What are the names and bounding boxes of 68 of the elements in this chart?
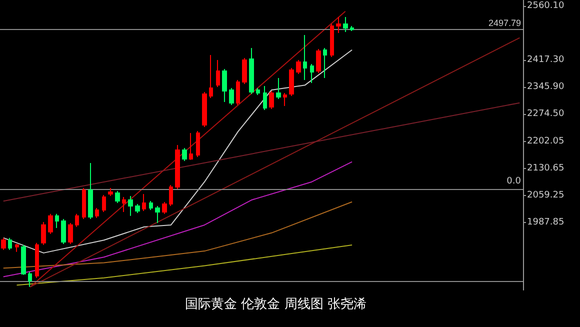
text: 国际黄金 伦敦金 周线图 张尧浠 (185, 297, 366, 312)
line-series (2, 161, 353, 278)
candlestick (323, 48, 327, 78)
candlestick (182, 147, 187, 162)
line-series (2, 201, 353, 269)
candlestick (202, 91, 207, 128)
y-tick-label: 2202.05 (527, 136, 564, 146)
candlestick (61, 218, 66, 244)
candlestick (8, 237, 12, 250)
candlestick (303, 34, 307, 81)
candlestick (310, 63, 314, 84)
y-tick-label: 2274.50 (527, 108, 564, 119)
candlestick (128, 195, 133, 216)
candlestick (82, 187, 86, 220)
candlestick (88, 162, 93, 220)
candlestick (236, 80, 240, 106)
candlestick (155, 205, 160, 224)
candlestick (28, 271, 32, 288)
candlestick (242, 58, 247, 84)
line-series (2, 49, 353, 254)
candlestick (95, 207, 99, 218)
line-series (16, 244, 353, 286)
candlestick (21, 244, 26, 276)
candlestick (249, 48, 254, 94)
candlestick (135, 203, 140, 214)
y-tick-label: 2345.90 (527, 82, 564, 92)
y-tick-label: 2560.10 (527, 1, 564, 12)
candlestick (48, 213, 53, 234)
candlestick (330, 24, 334, 58)
candlestick (1, 237, 6, 250)
candlestick (189, 132, 193, 160)
candlestick (162, 201, 167, 214)
candlestick (122, 196, 126, 212)
candlestick (343, 16, 348, 32)
y-tick-label: 1987.85 (527, 217, 564, 228)
y-tick-label: 2417.30 (527, 55, 564, 66)
y-tick-label: 2130.65 (527, 163, 564, 174)
candlestick (196, 130, 200, 158)
candlestick (256, 87, 260, 96)
candlestick (229, 87, 234, 106)
candlestick (316, 48, 321, 74)
candlestick (115, 190, 120, 204)
candlestick (68, 222, 73, 244)
candlestick (15, 243, 19, 252)
candlestick (149, 200, 153, 210)
candlestick (41, 221, 46, 246)
candlestick (102, 194, 106, 212)
candlestick (75, 213, 79, 228)
candlestick (175, 144, 180, 190)
candlestick (35, 242, 39, 278)
candlestick (350, 26, 354, 32)
candlestick (263, 85, 267, 110)
candlestick (169, 184, 173, 206)
ref-line-label: 2497.79 (488, 18, 521, 28)
candlestick (55, 213, 59, 228)
candlestick (108, 187, 113, 196)
annotation: 0.0 (506, 176, 522, 187)
candlestick (336, 16, 341, 34)
candlestick (296, 60, 301, 74)
candlestick (216, 60, 220, 88)
candlestick (276, 78, 281, 100)
candlestick (142, 193, 146, 212)
y-tick-label: 2059.25 (527, 190, 564, 200)
candlestick (222, 68, 227, 102)
candlestick (283, 92, 287, 107)
candlestick (269, 90, 274, 110)
candlestick (209, 54, 213, 99)
candlestick (289, 67, 294, 96)
